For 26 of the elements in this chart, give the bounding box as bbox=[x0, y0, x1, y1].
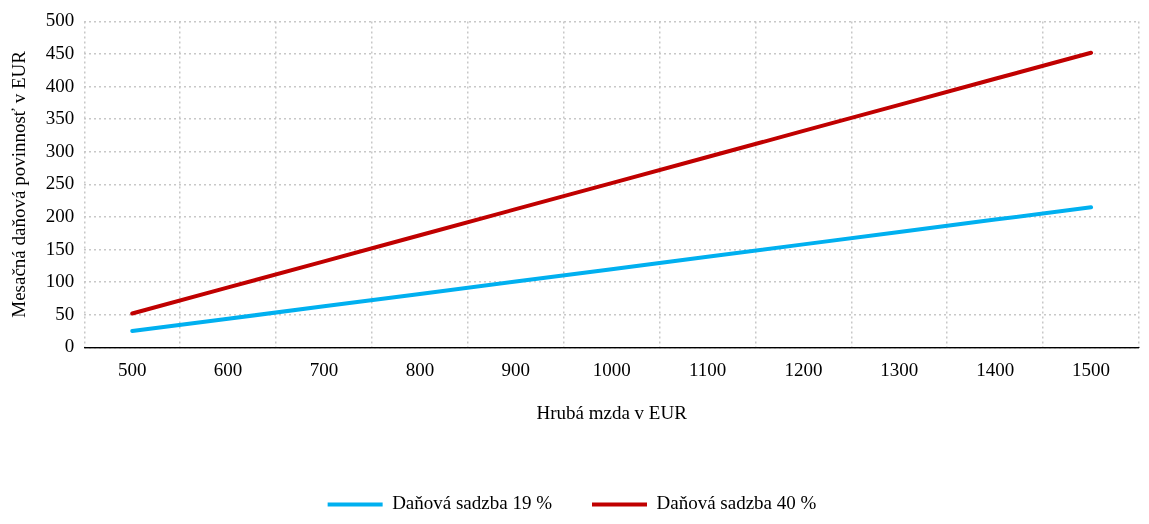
y-tick-label: 50 bbox=[55, 302, 75, 324]
x-tick-label: 800 bbox=[405, 358, 435, 380]
x-tick-label: 1300 bbox=[880, 358, 919, 380]
x-tick-label: 1400 bbox=[976, 358, 1015, 380]
y-tick-label: 400 bbox=[45, 74, 75, 96]
x-axis-title: Hrubá mzda v EUR bbox=[536, 401, 688, 423]
y-tick-label: 500 bbox=[45, 9, 75, 31]
x-tick-label: 1500 bbox=[1072, 358, 1111, 380]
y-tick-label: 450 bbox=[45, 41, 75, 63]
y-tick-label: 300 bbox=[45, 139, 75, 161]
y-tick-label: 150 bbox=[45, 237, 75, 259]
y-axis-title: Mesačná daňová povinnosť v EUR bbox=[8, 50, 30, 318]
legend-label: Daňová sadzba 40 % bbox=[656, 492, 817, 514]
y-tick-label: 200 bbox=[45, 204, 75, 226]
y-tick-label: 100 bbox=[45, 270, 75, 292]
x-tick-label: 600 bbox=[213, 358, 243, 380]
x-tick-label: 700 bbox=[309, 358, 339, 380]
y-tick-label: 250 bbox=[45, 172, 75, 194]
y-tick-label: 0 bbox=[64, 335, 75, 357]
x-tick-label: 1100 bbox=[688, 358, 727, 380]
x-tick-label: 500 bbox=[117, 358, 147, 380]
legend-label: Daňová sadzba 19 % bbox=[392, 492, 553, 514]
y-tick-label: 350 bbox=[45, 107, 75, 129]
x-tick-label: 1200 bbox=[784, 358, 823, 380]
x-tick-label: 1000 bbox=[592, 358, 631, 380]
x-tick-label: 900 bbox=[501, 358, 531, 380]
